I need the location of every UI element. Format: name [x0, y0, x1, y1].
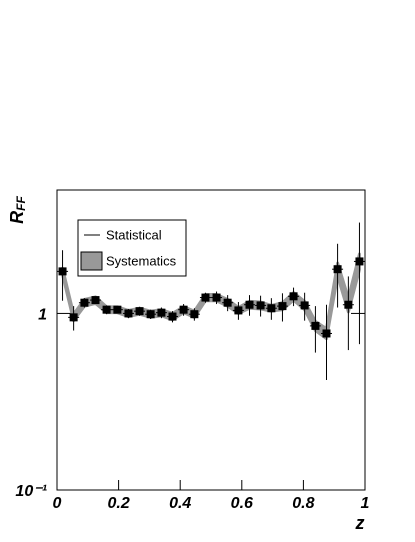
x-tick-label: 0.8 — [292, 495, 314, 512]
legend-label: Statistical — [106, 227, 162, 242]
x-axis-label: z — [355, 513, 365, 533]
data-point — [267, 304, 276, 313]
data-point — [135, 307, 144, 316]
x-tick-label: 0.4 — [169, 495, 191, 512]
y-label-sub: FF — [14, 196, 28, 211]
y-axis-label: RFF — [7, 196, 28, 224]
data-point — [300, 301, 309, 310]
y-tick-label: 1 — [38, 307, 47, 324]
x-tick-label: 1 — [361, 495, 370, 512]
data-point — [311, 321, 320, 330]
data-point — [157, 308, 166, 317]
data-point — [190, 310, 199, 319]
data-point — [234, 306, 243, 315]
legend-label: Systematics — [106, 253, 177, 268]
data-point — [278, 302, 287, 311]
data-point — [146, 310, 155, 319]
data-point — [124, 309, 133, 318]
data-point — [344, 300, 353, 309]
plot-frame — [56, 189, 366, 491]
data-point — [333, 265, 342, 274]
data-point — [223, 298, 232, 307]
legend-sys-swatch — [80, 251, 103, 271]
data-point — [69, 313, 78, 322]
y-label-main: R — [7, 211, 27, 224]
data-point — [256, 301, 265, 310]
data-point — [91, 296, 100, 305]
data-point — [179, 305, 188, 314]
data-point — [80, 298, 89, 307]
data-point — [355, 257, 364, 266]
data-point — [168, 312, 177, 321]
y-tick-label: 10⁻¹ — [15, 483, 47, 500]
data-point — [113, 305, 122, 314]
data-point — [102, 305, 111, 314]
data-point — [201, 293, 210, 302]
x-tick-label: 0.6 — [231, 495, 253, 512]
data-point — [58, 267, 67, 276]
data-point — [322, 329, 331, 338]
data-point — [245, 300, 254, 309]
x-tick-label: 0.2 — [107, 495, 129, 512]
x-tick-label: 0 — [53, 495, 62, 512]
data-point — [212, 293, 221, 302]
data-point — [289, 292, 298, 301]
